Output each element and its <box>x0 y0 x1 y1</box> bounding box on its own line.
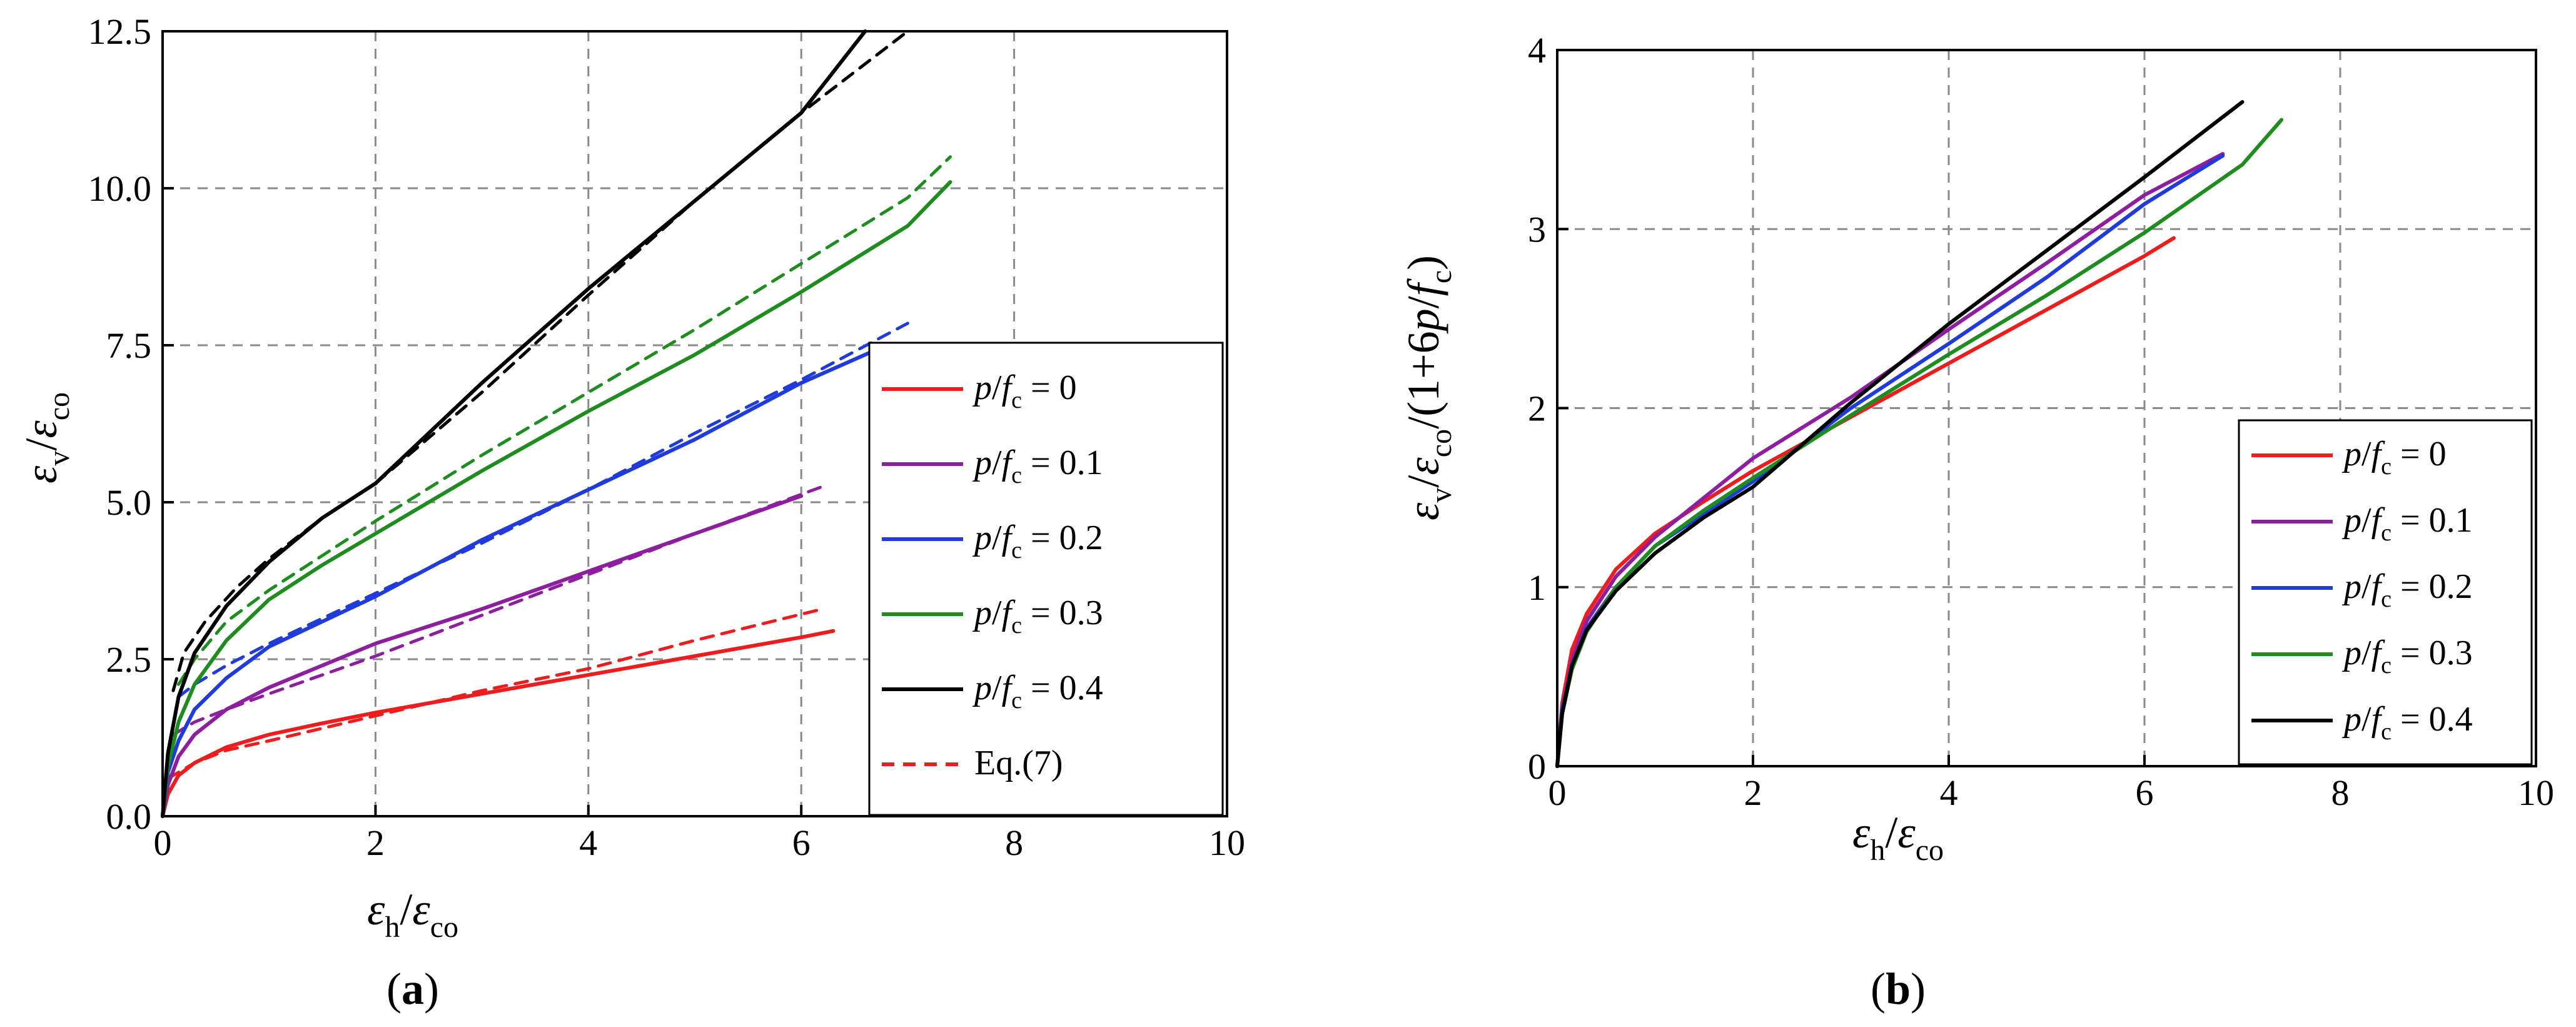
panel-a-series-line <box>161 629 836 818</box>
panel-a-y-tick-label: 5.0 <box>106 482 152 523</box>
panel-b-legend-label: p/fc = 0.3 <box>2341 634 2473 679</box>
panel-a-legend-label: p/fc = 0.3 <box>972 594 1103 639</box>
panel-a-legend-label: p/fc = 0.2 <box>972 519 1103 564</box>
panel-b-y-tick-label: 1 <box>1528 567 1546 608</box>
panel-b-series-line <box>1555 118 2284 768</box>
panel-b-series-line <box>1555 152 2225 768</box>
panel-b: 0 2 4 6 8 10 0 1 2 3 4 p/fc = 0 p/fc = 0.1 p/fc = 0.… <box>1398 30 2554 1014</box>
panel-b-y-tick-label: 3 <box>1528 209 1546 250</box>
panel-b-x-tick-label: 2 <box>1744 772 1762 813</box>
panel-b-y-tick-label: 2 <box>1528 388 1546 429</box>
panel-a-x-tick-label: 2 <box>366 822 385 863</box>
panel-b-x-tick-label: 0 <box>1548 772 1567 813</box>
panel-b-legend: p/fc = 0 p/fc = 0.1 p/fc = 0.2 p/fc = 0.3 p/… <box>2238 419 2533 766</box>
panel-a-x-tick-label: 10 <box>1209 822 1245 863</box>
panel-a-y-tick-label: 12.5 <box>88 11 152 52</box>
panel-a-legend: p/fc = 0 p/fc = 0.1 p/fc = 0.2 p/fc = 0.3 p/… <box>868 341 1224 816</box>
panel-b-y-tick-label: 0 <box>1528 746 1546 787</box>
panel-a-x-tick-label: 0 <box>154 822 172 863</box>
panel-b-x-tick-label: 6 <box>2136 772 2154 813</box>
panel-a-y-axis-label: εv/εco <box>16 392 76 483</box>
panel-a-eq7-line <box>166 607 824 781</box>
panel-b-legend-label: p/fc = 0 <box>2341 435 2447 480</box>
panel-a-x-axis-label: εh/εco <box>367 884 458 944</box>
panel-a-series-line <box>161 29 867 818</box>
panel-b-series <box>1555 100 2284 768</box>
panel-a-x-tick-label: 4 <box>579 822 597 863</box>
panel-a-caption: (a) <box>386 964 439 1014</box>
panel-b-x-tick-label: 8 <box>2331 772 2350 813</box>
panel-a-series-line <box>161 494 804 818</box>
panel-b-y-axis-label: εv/εco/(1+6p/fc) <box>1398 255 1458 520</box>
panel-a-legend-box <box>868 341 1224 816</box>
panel-a-x-tick-label: 6 <box>792 822 811 863</box>
panel-a-series-line <box>161 180 952 818</box>
panel-b-series-line <box>1555 100 2245 768</box>
panel-a-y-tick-label: 10.0 <box>88 168 152 209</box>
panel-a-series <box>161 29 952 818</box>
panel-b-legend-label: p/fc = 0.2 <box>2341 567 2473 612</box>
panel-b-legend-label: p/fc = 0.1 <box>2341 501 2473 546</box>
panel-b-x-axis-label: εh/εco <box>1852 807 1944 867</box>
panel-a-legend-label: Eq.(7) <box>974 744 1063 782</box>
panel-a-legend-label: p/fc = 0.4 <box>972 669 1103 714</box>
panel-b-series-line <box>1555 236 2176 768</box>
panel-b-ticks: 0 2 4 6 8 10 0 1 2 3 4 <box>1528 30 2554 813</box>
panel-b-legend-box <box>2238 419 2533 766</box>
panel-b-x-tick-label: 10 <box>2518 772 2554 813</box>
panel-b-y-tick-label: 4 <box>1528 30 1546 71</box>
panel-a-y-tick-label: 2.5 <box>106 639 152 680</box>
panel-a-series-line <box>161 343 889 818</box>
panel-b-legend-label: p/fc = 0.4 <box>2341 700 2473 745</box>
panel-a-legend-label: p/fc = 0 <box>972 368 1077 413</box>
panel-b-caption: (b) <box>1871 964 1926 1014</box>
panel-a-plot-frame <box>161 30 1228 817</box>
panel-a-legend-label: p/fc = 0.1 <box>972 443 1103 488</box>
panel-b-x-tick-label: 4 <box>1940 772 1958 813</box>
panel-a-y-tick-label: 7.5 <box>106 325 152 366</box>
panel-a: 0 2 4 6 8 100.02.55.07.510.012.5 p/fc = 0p/fc… <box>16 11 1245 1014</box>
panel-a-y-tick-label: 0.0 <box>106 796 152 837</box>
panel-a-ticks: 0 2 4 6 8 10 0.0 2.5 5.0 7.5 10.0 12.5 <box>88 11 1246 863</box>
panel-a-eq7-line <box>177 155 952 686</box>
panel-a-x-tick-label: 8 <box>1005 822 1023 863</box>
